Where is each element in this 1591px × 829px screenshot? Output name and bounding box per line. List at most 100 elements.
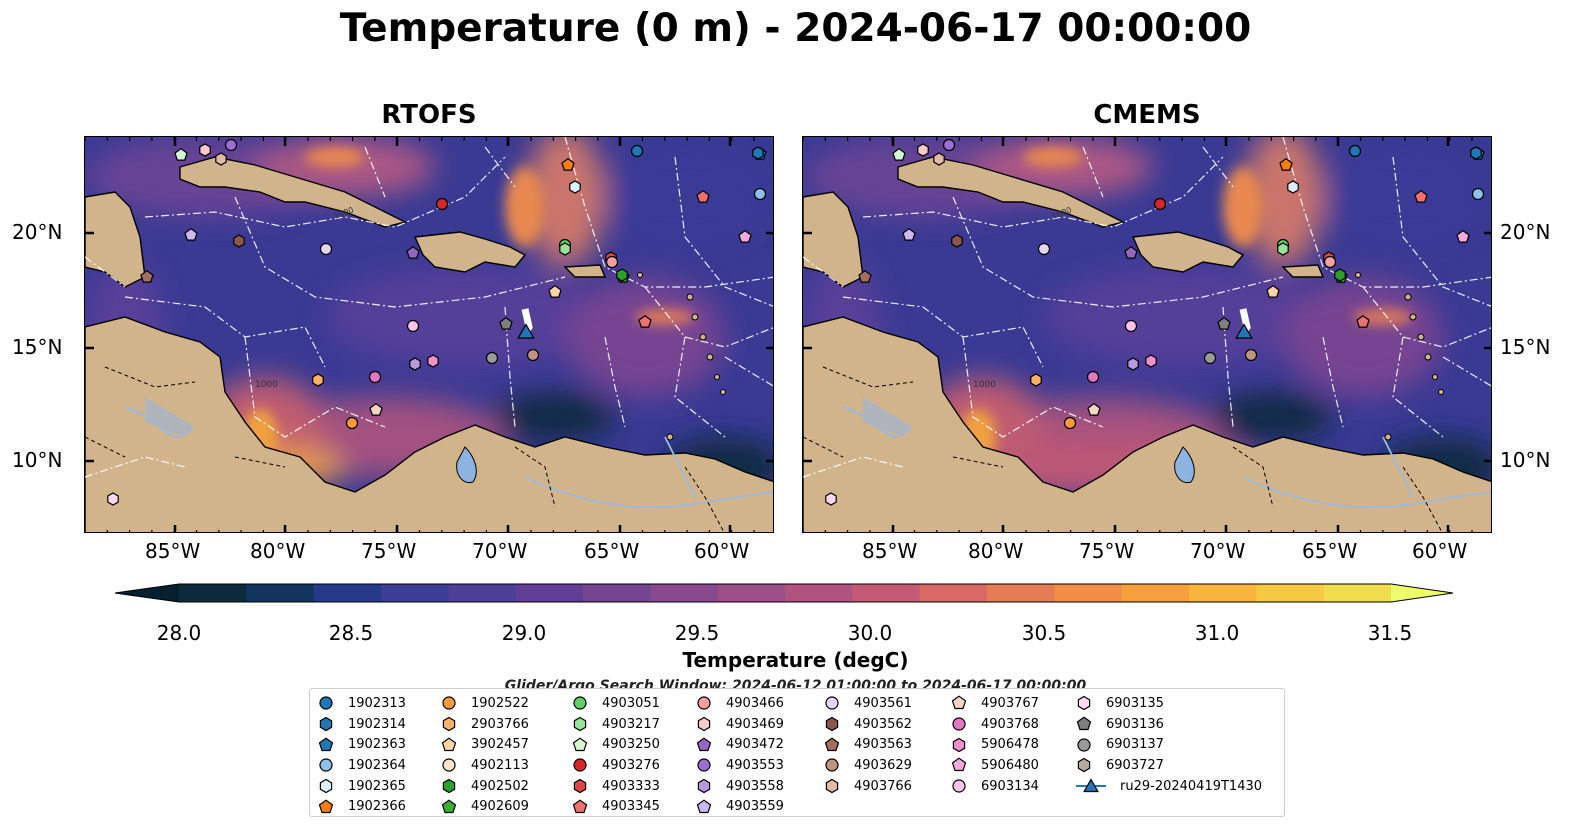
legend-item-label: 4903563	[854, 737, 912, 753]
legend-item-label: 4902609	[471, 799, 529, 815]
colorbar-segment	[246, 584, 315, 602]
circle-marker-icon	[442, 758, 456, 773]
legend-item: 4903466	[696, 693, 784, 714]
colorbar-segment	[583, 584, 651, 602]
legend-item: 4903333	[572, 776, 660, 797]
legend-item-label: 4903768	[981, 716, 1039, 732]
pentagon-marker-icon	[318, 737, 334, 751]
colorbar-label: Temperature (degC)	[682, 648, 909, 672]
legend-item-label: 3902457	[471, 737, 529, 753]
float-marker-4903768	[368, 370, 382, 384]
float-marker-5906480	[1456, 229, 1470, 243]
legend-item: 6903134	[951, 776, 1039, 797]
legend-item: 4903629	[824, 755, 912, 776]
lat-label-15n-left: 15°N	[12, 335, 63, 359]
legend-item-label: 4903629	[854, 757, 912, 773]
float-marker-4903469	[199, 143, 211, 157]
colorbar	[115, 583, 1454, 603]
float-marker-6903136	[499, 316, 513, 330]
legend-item-label: 1902365	[348, 778, 406, 794]
legend-item: 4903051	[572, 693, 660, 714]
legend-item: 5906480	[951, 755, 1039, 776]
legend-item-label: 1902314	[348, 716, 406, 732]
legend-item-label: 4903559	[726, 799, 784, 815]
legend-item: 4903558	[696, 776, 784, 797]
legend-item: 3902457	[441, 734, 529, 755]
legend-item-label: 4903051	[602, 695, 660, 711]
float-marker-3902457	[1266, 284, 1280, 298]
legend-item: 4902113	[441, 755, 529, 776]
legend-item-label: 4902113	[471, 757, 529, 773]
float-marker-2903766	[312, 373, 324, 387]
legend-item-label: 6903134	[981, 778, 1039, 794]
float-marker-4903466	[605, 255, 619, 269]
colorbar-tick-29-0: 29.0	[501, 621, 547, 645]
colorbar-tick-28-5: 28.5	[328, 621, 374, 645]
hexagon-marker-icon	[697, 716, 711, 732]
legend-item-label: 4903250	[602, 737, 660, 753]
lon-label-70w-left: 70°W	[472, 539, 528, 563]
float-marker-6903137	[1203, 351, 1217, 365]
legend-item: 1902365	[318, 776, 406, 797]
legend-item-label: 1902313	[348, 695, 406, 711]
legend-item-label: 4903472	[726, 737, 784, 753]
legend-item-label: 4903562	[854, 716, 912, 732]
float-marker-4903768	[1086, 370, 1100, 384]
hexagon-marker-icon	[573, 716, 587, 732]
lon-label-80w-right: 80°W	[968, 539, 1024, 563]
legend-item: 2903766	[441, 714, 529, 735]
float-marker-1902365	[569, 180, 581, 194]
float-marker-4902502	[616, 268, 628, 282]
legend-item-label: 4903767	[981, 695, 1039, 711]
pentagon-marker-icon	[441, 799, 457, 813]
legend-item-label: 1902363	[348, 737, 406, 753]
colorbar-tick-30-5: 30.5	[1021, 621, 1067, 645]
colorbar-segment	[987, 584, 1055, 602]
float-marker-4903276	[435, 197, 449, 211]
legend-item-label: 4903217	[602, 716, 660, 732]
circle-marker-icon	[825, 696, 839, 710]
colorbar-segment	[313, 584, 382, 602]
lat-label-10n-left: 10°N	[12, 448, 63, 472]
lon-label-75w-right: 75°W	[1079, 539, 1135, 563]
lon-label-65w-right: 65°W	[1302, 539, 1358, 563]
legend-item: ru29-20240419T1430	[1076, 776, 1262, 797]
float-legend: 1902313 1902314 1902363 1902364 1902365 19023…	[309, 688, 1285, 817]
legend-item-label: 4903345	[602, 799, 660, 815]
legend-item: 1902522	[441, 693, 529, 714]
colorbar-segment	[1189, 584, 1257, 602]
circle-marker-icon	[573, 696, 587, 710]
float-marker-1902364	[753, 187, 767, 201]
float-marker-4903629	[526, 348, 540, 362]
legend-column: 4903466 4903469 4903472 4903553 4903558 49035…	[696, 693, 784, 817]
circle-marker-icon	[697, 696, 711, 710]
legend-column: 1902313 1902314 1902363 1902364 1902365 19023…	[318, 693, 406, 817]
legend-item-label: 4903276	[602, 757, 660, 773]
float-marker-4903553	[942, 138, 956, 152]
legend-item-label: 4902502	[471, 778, 529, 794]
legend-item-label: 1902522	[471, 695, 529, 711]
colorbar-tick-30-0: 30.0	[847, 621, 893, 645]
hexagon-marker-icon	[319, 778, 333, 794]
float-marker-1902313	[630, 144, 644, 158]
float-marker-4903563	[858, 269, 872, 283]
legend-item: 4903276	[572, 755, 660, 776]
float-marker-4903345	[638, 314, 652, 328]
legend-item-label: 4903466	[726, 695, 784, 711]
colorbar-tick-29-5: 29.5	[674, 621, 720, 645]
legend-item: 4903469	[696, 714, 784, 735]
colorbar-segment	[1054, 584, 1123, 602]
pentagon-marker-icon	[318, 799, 334, 813]
legend-item: 6903137	[1076, 734, 1262, 755]
circle-marker-icon	[319, 758, 333, 773]
float-marker-2903766	[1030, 373, 1042, 387]
legend-item: 5906478	[951, 734, 1039, 755]
legend-item: 1902364	[318, 755, 406, 776]
legend-item: 1902314	[318, 714, 406, 735]
float-marker-4903562	[951, 234, 963, 248]
float-marker-1902365	[1287, 180, 1299, 194]
lon-label-65w-left: 65°W	[584, 539, 640, 563]
legend-item: 1902363	[318, 734, 406, 755]
float-marker-3902457	[548, 284, 562, 298]
colorbar-segment	[717, 584, 786, 602]
